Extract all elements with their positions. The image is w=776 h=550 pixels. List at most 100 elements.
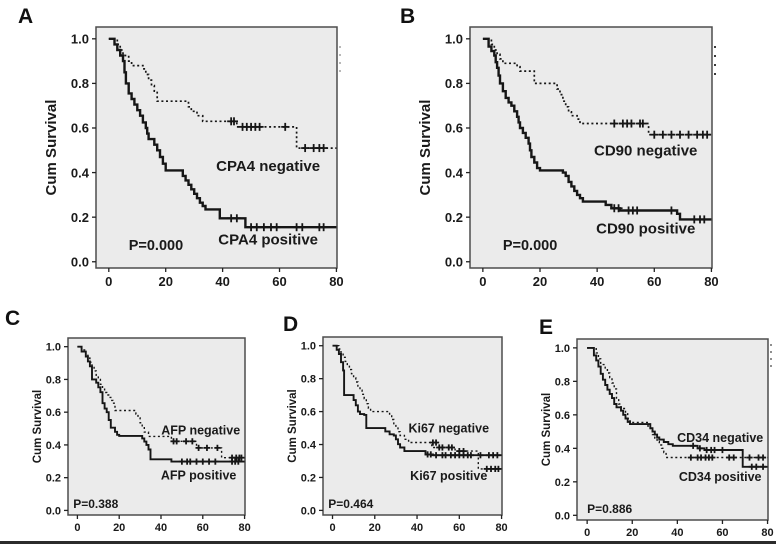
curve-label: Ki67 negative <box>408 421 489 435</box>
km-curve <box>587 347 768 459</box>
x-tick-label: 0 <box>105 274 112 289</box>
curve-label: CD34 positive <box>679 470 762 484</box>
km-curve <box>332 345 502 470</box>
y-tick-label: 0.0 <box>445 254 463 269</box>
pvalue-label: P=0.000 <box>129 238 183 254</box>
y-tick-label: 0.6 <box>555 410 570 422</box>
y-tick-label: 0.8 <box>46 374 61 386</box>
y-tick-label: 0.0 <box>71 254 89 269</box>
x-tick-label: 40 <box>671 527 683 539</box>
x-tick-label: 20 <box>533 274 547 289</box>
x-tick-label: 40 <box>215 274 229 289</box>
pvalue-label: P=0.464 <box>328 497 373 511</box>
y-tick-label: 1.0 <box>445 31 463 46</box>
panel-letter-c: C <box>5 307 21 330</box>
x-tick-label: 20 <box>369 522 381 534</box>
x-tick-label: 0 <box>584 527 590 539</box>
plot-area <box>469 26 713 269</box>
x-tick-label: 40 <box>411 522 423 534</box>
curve-label: CPA4 positive <box>218 232 318 249</box>
km-curve <box>587 346 768 468</box>
x-tick-label: 80 <box>704 274 718 289</box>
y-tick-label: 0.2 <box>46 473 61 485</box>
km-curve <box>332 344 502 457</box>
plot-area <box>322 336 503 516</box>
y-tick-label: 0.2 <box>555 477 570 489</box>
x-tick-label: 0 <box>479 274 486 289</box>
plot-area <box>67 337 246 516</box>
y-axis-title: Cum Survival <box>43 100 60 196</box>
km-curve <box>108 37 337 149</box>
x-tick-label: 60 <box>716 527 728 539</box>
km-plot-cd34: 0 20 40 60 80 0.0 0.2 0.4 0.6 0.8 1.0 Cum Survival C… <box>541 338 774 539</box>
x-tick-label: 0 <box>74 522 80 534</box>
x-tick-label: 60 <box>197 522 209 534</box>
curve-label: Ki67 positive <box>410 469 487 483</box>
y-tick-label: 0.4 <box>71 165 90 180</box>
y-tick-label: 0.4 <box>46 440 62 452</box>
y-tick-label: 0.6 <box>71 121 89 136</box>
y-tick-label: 0.2 <box>71 210 89 225</box>
curve-label: AFP positive <box>161 469 237 483</box>
panel-letter-b: B <box>400 5 416 28</box>
y-tick-label: 0.0 <box>301 505 316 517</box>
y-tick-label: 0.4 <box>555 443 571 455</box>
y-tick-label: 0.4 <box>301 439 317 451</box>
y-tick-label: 0.0 <box>46 505 61 517</box>
y-tick-label: 0.0 <box>555 510 570 522</box>
curve-label: CD90 positive <box>596 221 695 238</box>
y-axis-title: Cum Survival <box>417 100 434 196</box>
x-tick-label: 80 <box>761 527 773 539</box>
pvalue-label: P=0.886 <box>587 502 632 516</box>
curve-label: CD90 negative <box>594 143 697 160</box>
y-tick-label: 0.4 <box>445 165 464 180</box>
panel-letter-e: E <box>539 316 554 339</box>
y-tick-label: 1.0 <box>71 31 89 46</box>
x-tick-label: 40 <box>590 274 604 289</box>
y-tick-label: 0.8 <box>555 376 570 388</box>
x-tick-label: 60 <box>272 274 286 289</box>
curve-label: CPA4 negative <box>216 158 320 175</box>
y-tick-label: 0.8 <box>301 374 316 386</box>
km-curve <box>482 37 712 136</box>
pvalue-label: P=0.000 <box>503 238 557 254</box>
x-tick-label: 80 <box>329 274 343 289</box>
pvalue-label: P=0.388 <box>73 497 118 511</box>
x-tick-label: 40 <box>155 522 167 534</box>
km-plot-cpa4: 0 20 40 60 80 0.0 0.2 0.4 0.6 0.8 1.0 Cum Survival C… <box>43 26 344 289</box>
x-tick-label: 0 <box>329 522 335 534</box>
km-plot-ki67: 0 20 40 60 80 0.0 0.2 0.4 0.6 0.8 1.0 Cum Survival K… <box>287 336 508 534</box>
y-axis-title: Cum Survival <box>287 389 299 463</box>
y-tick-label: 0.6 <box>46 407 61 419</box>
y-tick-label: 0.6 <box>445 121 463 136</box>
plot-area <box>576 338 769 521</box>
x-tick-label: 80 <box>238 522 250 534</box>
y-tick-label: 1.0 <box>46 342 61 354</box>
x-tick-label: 20 <box>158 274 172 289</box>
y-tick-label: 1.0 <box>555 343 570 355</box>
km-curve <box>77 345 245 463</box>
km-curve <box>108 37 337 229</box>
cropped-legend-marks-a <box>339 46 341 76</box>
cropped-legend-marks-b <box>714 46 716 80</box>
y-axis-title: Cum Survival <box>541 393 553 467</box>
x-tick-label: 80 <box>495 522 507 534</box>
y-tick-label: 1.0 <box>301 341 316 353</box>
panel-letter-a: A <box>18 5 34 28</box>
y-tick-label: 0.8 <box>445 76 463 91</box>
x-tick-label: 60 <box>453 522 465 534</box>
y-axis-title: Cum Survival <box>32 390 44 464</box>
x-tick-label: 60 <box>647 274 661 289</box>
curve-label: AFP negative <box>161 424 240 438</box>
cropped-legend-marks-e <box>770 344 772 371</box>
y-tick-label: 0.8 <box>71 76 89 91</box>
y-tick-label: 0.6 <box>301 407 316 419</box>
km-plot-afp: 0 20 40 60 80 0.0 0.2 0.4 0.6 0.8 1.0 Cum Survival A… <box>32 337 251 534</box>
y-tick-label: 0.2 <box>445 210 463 225</box>
curve-label: CD34 negative <box>677 431 763 445</box>
bottom-rule <box>0 541 776 544</box>
y-tick-label: 0.2 <box>301 472 316 484</box>
x-tick-label: 20 <box>626 527 638 539</box>
panel-letter-d: D <box>283 313 299 336</box>
